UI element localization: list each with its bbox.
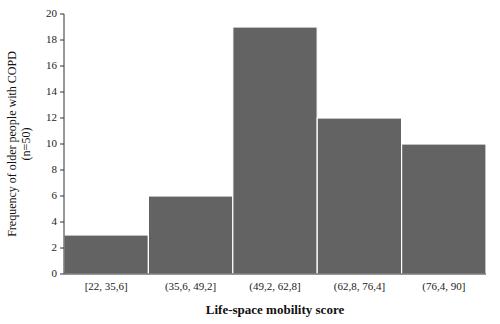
y-tick-label: 2: [52, 241, 58, 253]
y-tick: [60, 66, 64, 67]
bar: [233, 27, 317, 274]
chart: 0 2 4 6 8 10 12 14 16 18 20 [22, 35,6] (35,6, 49,2] (…: [0, 0, 500, 324]
bar: [64, 235, 148, 274]
x-tick-label: (35,6, 49,2]: [165, 280, 216, 293]
y-tick: [60, 248, 64, 249]
y-tick-label: 20: [46, 7, 58, 19]
x-axis-line: [64, 274, 486, 275]
bars: [64, 27, 486, 274]
y-tick: [60, 118, 64, 119]
x-tick-label: (49,2, 62,8]: [249, 280, 300, 293]
y-axis-label: Frequency of older people with COPD(n=50…: [5, 51, 33, 237]
y-tick-label: 12: [46, 111, 57, 123]
y-tick: [60, 14, 64, 15]
axes: 0 2 4 6 8 10 12 14 16 18 20 [22, 35,6] (35,6, 49,2] (…: [46, 7, 486, 293]
y-tick-label: 6: [52, 189, 58, 201]
bar: [317, 118, 401, 274]
x-tick-label: [22, 35,6]: [85, 280, 128, 292]
y-tick: [60, 222, 64, 223]
y-tick: [60, 170, 64, 171]
y-tick-label: 16: [46, 59, 58, 71]
y-tick-label: 10: [46, 137, 58, 149]
y-tick-label: 4: [52, 215, 58, 227]
y-tick: [60, 40, 64, 41]
y-tick: [60, 92, 64, 93]
x-axis-label: Life-space mobility score: [206, 302, 345, 317]
y-tick: [60, 196, 64, 197]
y-tick: [60, 144, 64, 145]
x-tick-label: (62,8, 76,4]: [334, 280, 385, 293]
y-tick-label: 18: [46, 33, 58, 45]
y-tick-label: 8: [52, 163, 58, 175]
y-tick-label: 0: [52, 267, 58, 279]
bar: [402, 144, 486, 274]
chart-container: 0 2 4 6 8 10 12 14 16 18 20 [22, 35,6] (35,6, 49,2] (…: [0, 0, 500, 324]
y-tick: [60, 274, 64, 275]
y-tick-label: 14: [46, 85, 58, 97]
x-tick-label: (76,4, 90]: [422, 280, 465, 293]
bar: [148, 196, 232, 274]
